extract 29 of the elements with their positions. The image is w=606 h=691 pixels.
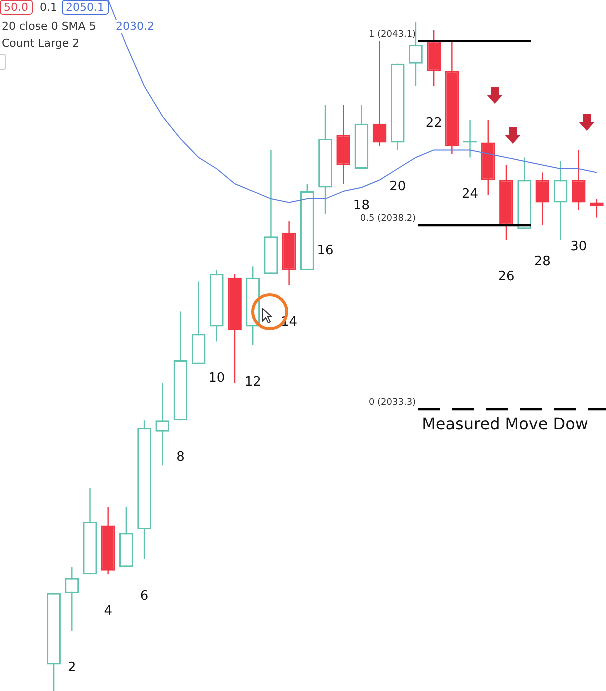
annotation: 20 close 0 SMA 5 [2, 20, 96, 33]
candlestick [536, 172, 550, 226]
annotation: 0.1 [40, 1, 58, 14]
text: 24 [462, 187, 479, 202]
text: 50.0 [0, 0, 32, 15]
text: 16 [317, 243, 334, 258]
ref-line-label: 0 (2033.3) [368, 398, 416, 408]
ref-line-label: 1 (2043.1) [368, 30, 416, 40]
candlestick [156, 382, 170, 466]
text: 6 [140, 588, 149, 604]
candlestick [554, 160, 568, 241]
text: 20 [390, 180, 406, 195]
candlestick [372, 40, 387, 148]
ref-line-label: 0.5 (2038.2) [360, 214, 416, 224]
text: 28 [534, 254, 551, 270]
text: 10 [208, 371, 226, 386]
text: 12 [244, 374, 262, 390]
text: 2 [68, 660, 76, 676]
annotation: 2030.2 [116, 20, 154, 33]
text: 22 [426, 116, 442, 131]
text: 30 [570, 240, 588, 255]
annotation: Count Large 2 [2, 37, 80, 50]
candlestick [572, 150, 586, 211]
annotation: 2050.1 [62, 0, 108, 15]
text: 18 [353, 198, 370, 214]
text: 8 [176, 450, 185, 465]
text: 26 [498, 270, 515, 285]
text: 4 [104, 604, 112, 619]
annotation: Measured Move Dow [422, 414, 589, 434]
